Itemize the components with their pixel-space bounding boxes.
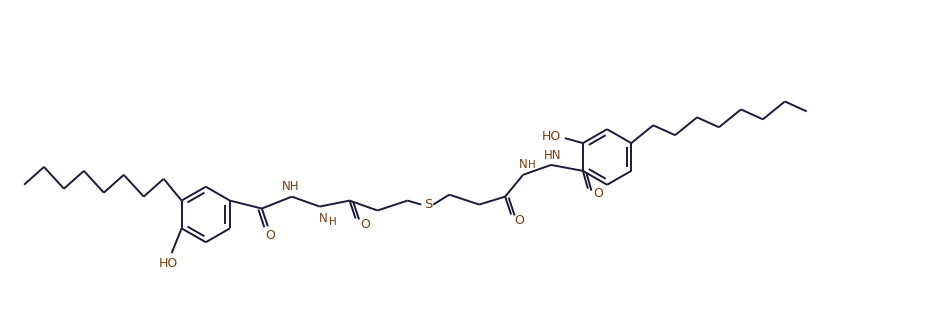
Text: O: O xyxy=(514,214,524,227)
Text: NH: NH xyxy=(282,180,300,193)
Text: O: O xyxy=(593,187,603,200)
Text: S: S xyxy=(424,198,432,211)
Text: HN: HN xyxy=(544,149,562,162)
Text: H: H xyxy=(528,160,536,170)
Text: O: O xyxy=(361,218,370,231)
Text: H: H xyxy=(329,217,337,227)
Text: O: O xyxy=(265,229,274,242)
Text: N: N xyxy=(320,212,328,225)
Text: N: N xyxy=(519,158,527,171)
Text: HO: HO xyxy=(541,130,560,143)
Text: HO: HO xyxy=(159,256,179,270)
